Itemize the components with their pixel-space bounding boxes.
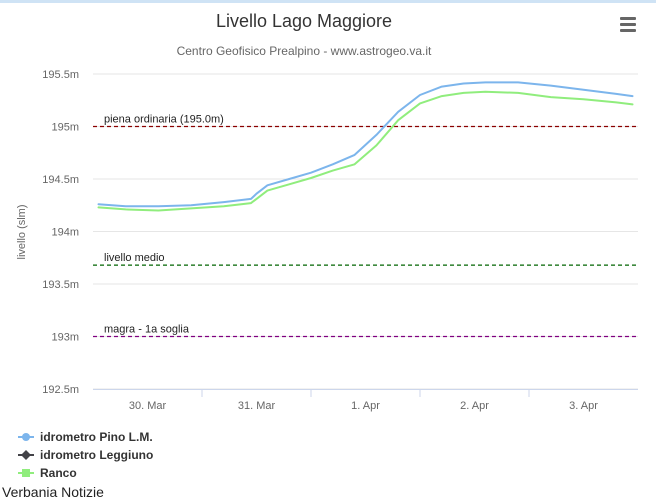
x-tick-label: 3. Apr <box>569 400 598 412</box>
y-tick-label: 194m <box>51 227 79 239</box>
y-axis: 195.5m 195m 194.5m 194m 193.5m 193m 192.5m <box>42 69 79 396</box>
series-line <box>97 90 634 212</box>
y-tick-label: 193m <box>51 332 79 344</box>
y-axis-title: livello (slm) <box>16 205 28 260</box>
legend-marker <box>21 450 31 460</box>
x-tick-label: 31. Mar <box>238 400 276 412</box>
y-tick-label: 195m <box>51 122 79 134</box>
legend-label: Ranco <box>40 466 77 480</box>
series-line <box>97 81 634 208</box>
chart-title: Livello Lago Maggiore <box>216 11 392 31</box>
y-tick-label: 195.5m <box>42 69 79 81</box>
legend-item[interactable]: idrometro Pino L.M. <box>18 430 153 444</box>
chart-menu-button[interactable] <box>614 12 642 38</box>
watermark-text: Verbania Notizie <box>2 484 104 500</box>
x-tick-label: 1. Apr <box>351 400 380 412</box>
legend-item[interactable]: idrometro Leggiuno <box>18 448 153 462</box>
plot-line-label: livello medio <box>104 252 165 264</box>
legend-item[interactable]: Ranco <box>18 466 77 480</box>
y-tick-label: 193.5m <box>42 279 79 291</box>
legend-label: idrometro Pino L.M. <box>40 430 153 444</box>
x-tick-label: 2. Apr <box>460 400 489 412</box>
plot-line-label: magra - 1a soglia <box>104 324 190 336</box>
series <box>97 81 634 212</box>
legend-label: idrometro Leggiuno <box>40 448 153 462</box>
hamburger-menu-icon <box>620 17 636 32</box>
y-tick-label: 192.5m <box>42 384 79 396</box>
plot-lines: piena ordinaria (195.0m) livello medio mag… <box>93 114 638 338</box>
legend-marker <box>22 433 30 441</box>
plot-line-label: piena ordinaria (195.0m) <box>104 114 224 126</box>
legend: idrometro Pino L.M. idrometro Leggiuno Ran… <box>18 430 153 480</box>
grid <box>93 73 638 390</box>
legend-marker <box>22 469 30 477</box>
top-accent-bar <box>0 0 656 3</box>
y-tick-label: 194.5m <box>42 174 79 186</box>
x-tick-label: 30. Mar <box>129 400 167 412</box>
x-axis: 30. Mar 31. Mar 1. Apr 2. Apr 3. Apr <box>93 389 638 412</box>
chart-subtitle: Centro Geofisico Prealpino - www.astroge… <box>177 44 432 58</box>
